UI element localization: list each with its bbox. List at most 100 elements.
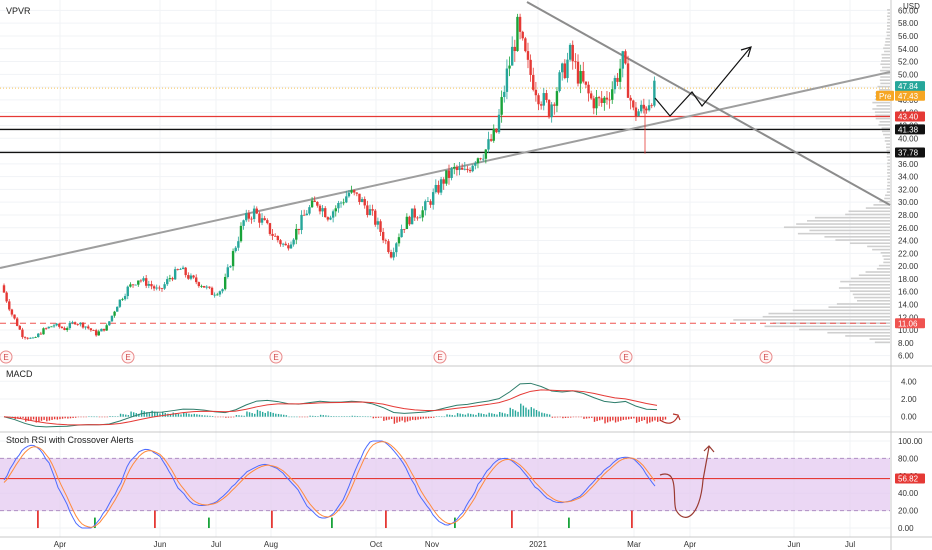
macd-histogram-bar [604,416,606,424]
candle-body [542,93,545,106]
macd-histogram-bar [643,416,646,421]
macd-histogram-bar [504,413,506,417]
candle-body [216,294,219,296]
macd-histogram-bar [341,416,343,417]
candle-body [134,284,137,286]
macd-histogram-bar [88,416,90,418]
macd-histogram-bar [477,412,480,417]
stoch-tick-label: 100.00 [898,437,923,446]
candle-body [632,100,635,108]
candle-body [171,278,174,280]
candle-body [574,61,577,63]
macd-histogram-bar [309,415,311,417]
macd-histogram-bar [304,416,306,418]
candle-body [408,216,411,225]
macd-histogram-bar [372,416,375,419]
macd-histogram-bar [343,416,346,417]
candle-body [126,286,129,297]
candle-body [503,91,506,98]
candle-body [10,309,14,315]
macd-histogram-bar [501,412,504,417]
macd-histogram-bar [520,403,522,417]
candle-body [29,337,32,339]
candle-body [287,245,290,249]
macd-histogram-bar [646,416,648,424]
candle-body [176,269,179,271]
macd-histogram-bar [156,412,159,417]
candle-body [442,179,445,184]
macd-histogram-bar [227,416,230,418]
candle-body [484,149,488,159]
macd-histogram-bar [609,416,611,422]
macd-histogram-bar [657,416,659,422]
volume-profile-bar [872,108,890,110]
macd-histogram-bar [430,416,432,418]
macd-histogram-bar [172,412,174,417]
candle-body [213,294,216,296]
stoch-band [0,458,890,511]
candle-body [150,284,153,287]
volume-profile-bar [881,53,890,56]
macd-histogram-bar [280,414,282,417]
volume-profile-bar [872,248,890,251]
macd-histogram-bar [35,416,37,423]
candle-body [44,328,48,330]
macd-histogram-bar [483,414,485,417]
candle-body [371,209,374,211]
candle-body [324,208,327,218]
candle-body [39,333,43,335]
macd-histogram-bar [48,416,51,421]
macd-histogram-bar [256,409,259,417]
candle-body [495,128,498,133]
macd-histogram-bar [485,414,488,417]
macd-histogram-bar [356,416,359,417]
candle-body [640,104,643,112]
macd-histogram-bar [272,412,274,417]
volume-profile-bar [886,15,890,18]
macd-histogram-bar [322,415,324,417]
volume-profile-bar [886,191,890,193]
candle-body [545,93,548,101]
candle-body [223,277,227,290]
volume-profile-bar [887,172,890,174]
macd-panel-title: MACD [6,369,33,379]
volume-profile-bar [885,194,890,197]
candle-body [458,167,461,171]
candle-body [76,324,79,326]
macd-axis: 0.00 2.00 4.00 [901,377,917,421]
price-tick-label: 54.00 [898,45,919,54]
price-tick-label: 56.00 [898,32,919,41]
volume-profile-bar [878,124,890,126]
macd-histogram-bar [269,412,272,417]
candle-body [634,107,638,117]
earnings-marker [759,350,773,364]
candle-body [350,190,353,193]
macd-histogram-bar [143,411,145,417]
macd-histogram-bar [364,416,367,418]
macd-histogram-bar [59,416,61,420]
price-tick-label: 36.00 [898,160,919,169]
candle-body [197,282,201,287]
candle-body [65,328,69,330]
candle-body [405,216,409,230]
candle-body [558,72,561,92]
macd-histogram-bar [467,413,469,417]
candle-body [284,243,287,246]
macd-histogram-bar [61,416,64,419]
volume-profile-bar [850,277,890,280]
volume-profile-bar [849,242,890,245]
macd-histogram-bar [240,415,243,417]
candle-body [439,179,443,193]
candle-body [629,97,632,101]
macd-histogram-bar [161,412,164,417]
candle-body [189,275,193,279]
macd-histogram-bar [346,416,348,417]
macd-histogram-bar [169,414,172,417]
macd-histogram-bar [319,414,322,417]
macd-histogram-bar [628,416,630,420]
volume-profile-bar [884,140,890,142]
candle-body [534,89,538,96]
candle-body [231,251,235,267]
macd-histogram-bar [190,414,193,417]
candle-body [387,241,390,253]
